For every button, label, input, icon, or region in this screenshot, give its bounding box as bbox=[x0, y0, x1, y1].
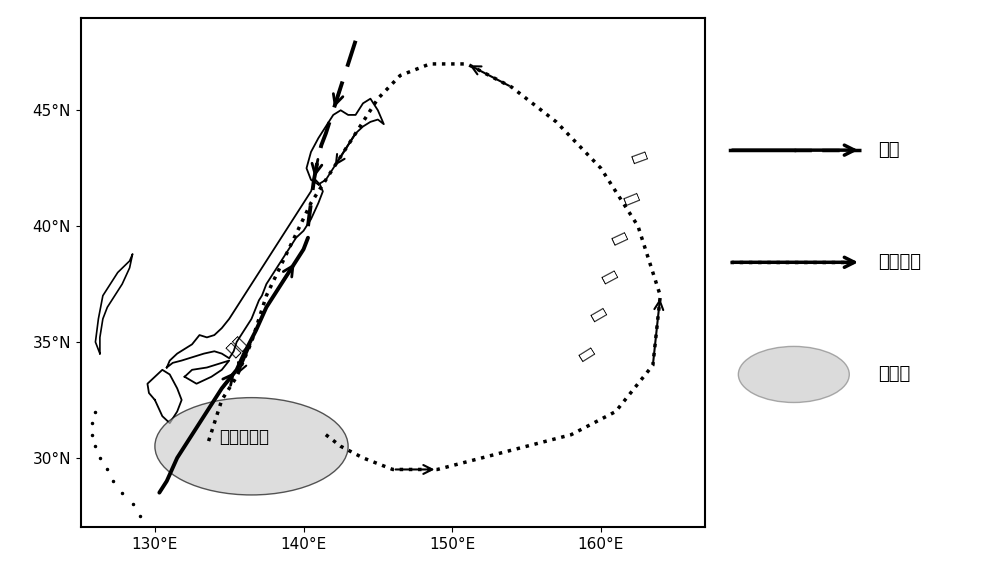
Text: 洟游路线: 洟游路线 bbox=[878, 253, 921, 271]
Text: 冬季产卵场: 冬季产卵场 bbox=[220, 428, 269, 446]
Text: 黑潮: 黑潮 bbox=[224, 333, 250, 360]
Text: 游: 游 bbox=[587, 305, 608, 323]
Polygon shape bbox=[184, 360, 230, 384]
Polygon shape bbox=[147, 370, 181, 423]
Text: 洟: 洟 bbox=[598, 268, 618, 286]
Ellipse shape bbox=[738, 346, 849, 403]
Text: 秋: 秋 bbox=[627, 149, 649, 165]
Text: 刀: 刀 bbox=[620, 190, 640, 206]
Text: 产卵场: 产卵场 bbox=[878, 366, 910, 383]
Ellipse shape bbox=[155, 398, 348, 495]
Polygon shape bbox=[306, 98, 384, 185]
Text: 鱼: 鱼 bbox=[608, 229, 629, 246]
Text: 洋流: 洋流 bbox=[878, 141, 900, 159]
Text: 路: 路 bbox=[576, 345, 596, 363]
Polygon shape bbox=[167, 180, 323, 367]
